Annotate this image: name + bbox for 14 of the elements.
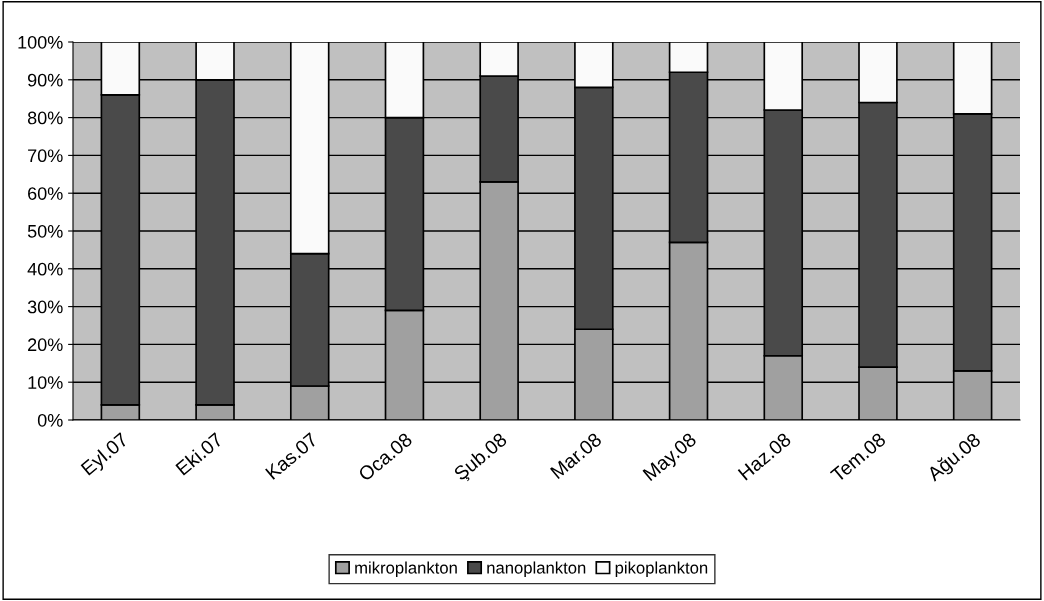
y-tick-label: 30% [27, 300, 63, 314]
y-tick-label: 60% [28, 187, 63, 200]
y-tick-label: 0% [37, 413, 63, 427]
y-tick-label: 50% [27, 224, 63, 238]
legend-label: mikroplankton [355, 561, 457, 577]
y-tick-label: 100% [18, 35, 63, 49]
y-tick-label: 80% [27, 111, 63, 125]
legend-label: pikoplankton [615, 561, 708, 577]
legend-label: nanoplankton [487, 561, 586, 577]
y-tick-label: 20% [28, 338, 63, 352]
y-tick-label: 10% [28, 376, 63, 389]
y-tick-label: 40% [27, 262, 63, 276]
y-tick-label: 70% [28, 149, 63, 163]
y-tick-label: 90% [27, 73, 63, 87]
